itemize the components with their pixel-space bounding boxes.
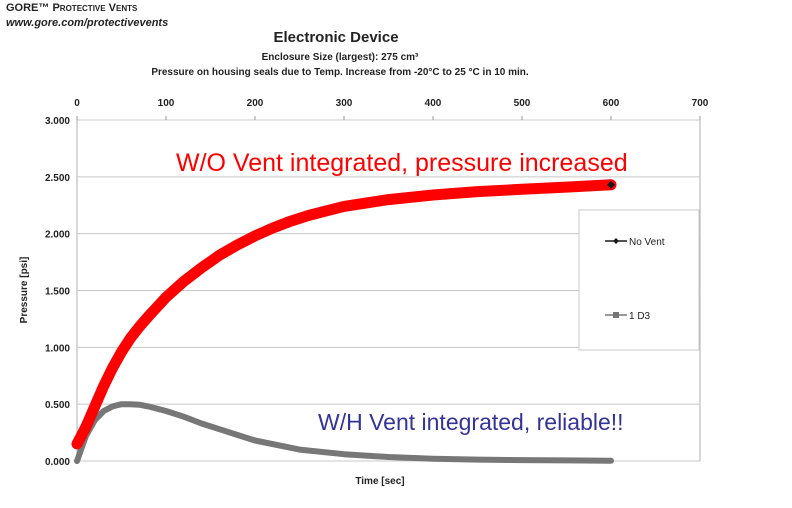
x-tick-label: 200: [247, 98, 264, 109]
x-tick-label: 300: [336, 98, 353, 109]
x-tick-label: 400: [425, 98, 442, 109]
legend-label-no-vent: No Vent: [629, 237, 665, 248]
annotation-vent: W/H Vent integrated, reliable!!: [318, 409, 624, 435]
y-tick-label: 0.000: [45, 457, 70, 468]
y-tick-label: 2.000: [45, 230, 70, 241]
annotation-no-vent: W/O Vent integrated, pressure increased: [176, 149, 628, 177]
series-line-no-vent-highlight: [71, 179, 617, 450]
series-lines: [71, 179, 617, 464]
chart-title: Electronic Device: [273, 29, 399, 46]
y-tick-label: 1.000: [45, 343, 70, 354]
brand-url: www.gore.com/protectivevents: [6, 17, 169, 29]
chart-subtitle-pressure: Pressure on housing seals due to Temp. I…: [151, 67, 529, 78]
legend-box: [578, 209, 700, 351]
legend-marker-no-vent: [613, 238, 619, 244]
y-tick-label: 0.500: [45, 400, 70, 411]
x-tick-label: 700: [692, 98, 709, 109]
y-tick-label: 1.500: [45, 287, 70, 298]
y-tick-label: 3.000: [45, 116, 70, 127]
x-axis-label: Time [sec]: [355, 476, 404, 487]
x-tick-label: 0: [74, 98, 80, 109]
x-tick-label: 100: [158, 98, 175, 109]
brand-logo-text: GORE™ Protective Vents: [6, 2, 138, 14]
legend: No Vent 1 D3: [578, 209, 700, 351]
legend-label-1-d3: 1 D3: [629, 311, 651, 322]
x-tick-label: 500: [514, 98, 531, 109]
series-line-1-d3: [74, 401, 614, 464]
y-axis-label: Pressure [psi]: [19, 257, 30, 324]
series-marker-no-vent: [607, 180, 615, 189]
chart-subtitle-enclosure: Enclosure Size (largest): 275 cm³: [261, 52, 419, 63]
y-tick-label: 2.500: [45, 173, 70, 184]
x-tick-label: 600: [603, 98, 620, 109]
legend-marker-1-d3: [613, 312, 619, 318]
axis-ticks: 0.000 0.500 1.000 1.500 2.000 2.500 3.000 0 100 2…: [45, 98, 709, 468]
